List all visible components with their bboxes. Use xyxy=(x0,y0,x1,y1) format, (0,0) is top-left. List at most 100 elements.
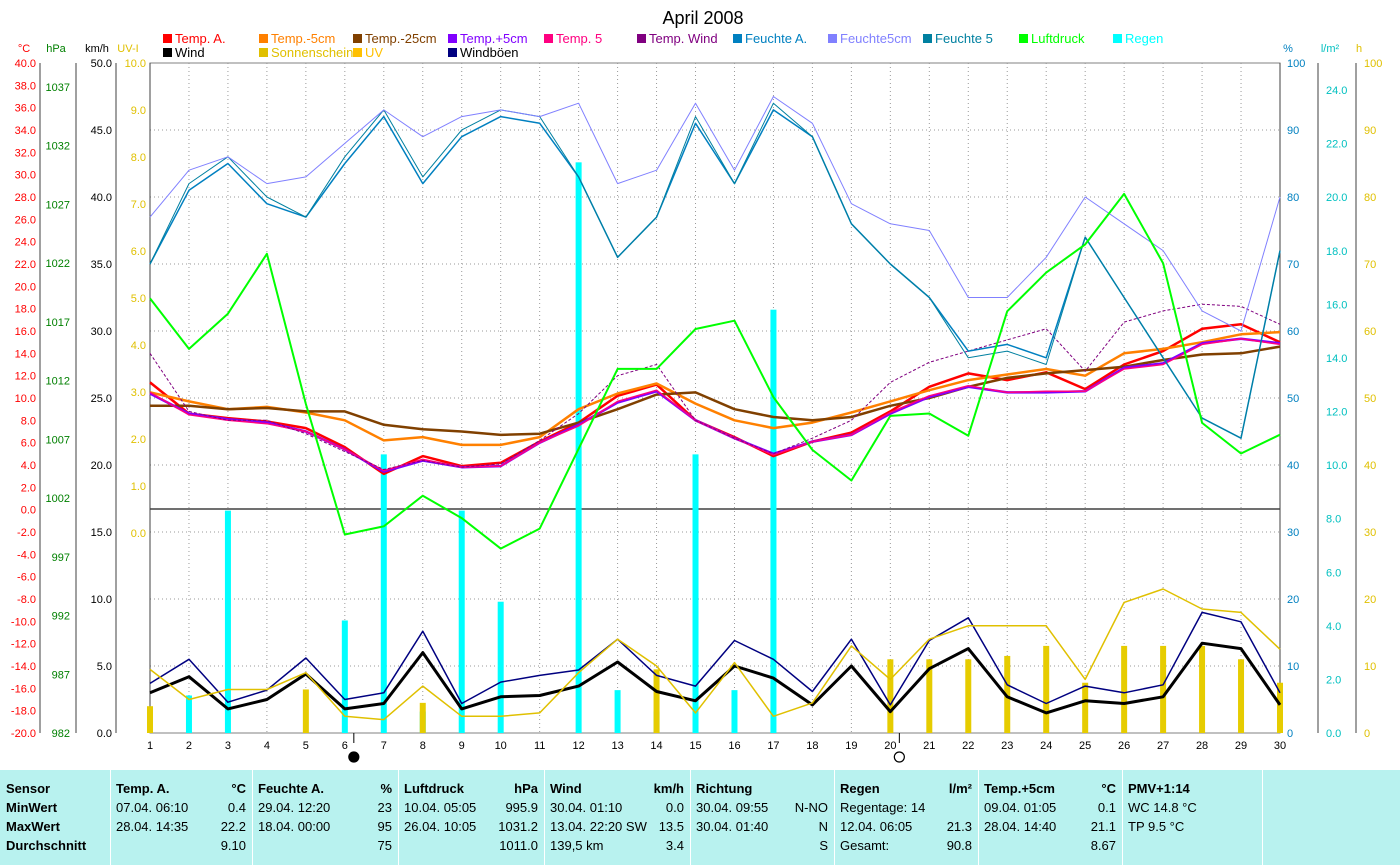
sun-axis-tick: 0 xyxy=(1364,728,1370,740)
stats-cell-value: 8.67 xyxy=(1090,838,1116,853)
chart-title: April 2008 xyxy=(662,8,743,28)
stats-cell-label: Durchschnitt xyxy=(6,838,87,853)
stats-column: PMV+1:14 WC 14.8 °C TP 9.5 °C xyxy=(1122,770,1263,865)
sun-axis-tick: 80 xyxy=(1364,192,1376,204)
stats-header: Temp.+5cm °C xyxy=(984,781,1116,799)
legend: Temp. A. Temp.-5cm Temp.-25cm Temp.+5cm Temp… xyxy=(163,31,1163,60)
wind-axis-unit: km/h xyxy=(85,43,109,55)
temp-axis-tick: -6.0 xyxy=(17,572,36,584)
sun-axis-tick: 50 xyxy=(1364,393,1376,405)
stats-row: 30.04. 01:40 N xyxy=(696,819,828,837)
temp-axis-tick: 4.0 xyxy=(21,460,36,472)
stats-cell-value: 0.0 xyxy=(665,800,684,815)
pressure-axis-tick: 992 xyxy=(52,611,70,623)
legend-swatch xyxy=(259,48,268,57)
stats-cell-label: 28.04. 14:35 xyxy=(116,819,189,834)
stats-cell-label: TP 9.5 °C xyxy=(1128,819,1185,834)
stats-header-unit: % xyxy=(380,781,392,796)
temp-axis-tick: 20.0 xyxy=(15,281,36,293)
stats-row: 30.04. 09:55 N-NO xyxy=(696,800,828,818)
x-tick-label: 28 xyxy=(1196,740,1208,752)
pressure-axis-tick: 1012 xyxy=(46,376,70,388)
legend-swatch xyxy=(1019,34,1028,43)
temp-axis-tick: -8.0 xyxy=(17,594,36,606)
humidity-axis-tick: 30 xyxy=(1287,527,1299,539)
wind-axis-tick: 35.0 xyxy=(91,259,112,271)
legend-swatch xyxy=(448,34,457,43)
legend-swatch xyxy=(733,34,742,43)
x-tick-label: 25 xyxy=(1079,740,1091,752)
sun-axis-tick: 10 xyxy=(1364,661,1376,673)
legend-label: Temp. Wind xyxy=(649,31,718,46)
temp-axis-tick: 34.0 xyxy=(15,125,36,137)
sonnenschein-bar xyxy=(419,702,426,733)
stats-cell-value: 13.5 xyxy=(658,819,684,834)
regen-bar xyxy=(458,510,465,733)
wind-axis-tick: 50.0 xyxy=(91,58,112,70)
stats-header-label: PMV+1:14 xyxy=(1128,781,1190,796)
legend-label: Temp. 5 xyxy=(556,31,602,46)
x-tick-label: 18 xyxy=(806,740,818,752)
temp-axis-tick: -10.0 xyxy=(11,616,36,628)
stats-cell-value: N xyxy=(818,819,828,834)
regen-bar xyxy=(341,620,348,733)
legend-label: Feuchte 5 xyxy=(935,31,993,46)
sonnenschein-bar xyxy=(1277,682,1283,733)
stats-cell-label: WC 14.8 °C xyxy=(1128,800,1197,815)
stats-cell-label: MaxWert xyxy=(6,819,60,834)
regen-bar xyxy=(770,309,777,733)
x-tick-label: 19 xyxy=(845,740,857,752)
pressure-axis-tick: 1002 xyxy=(46,493,70,505)
temp-axis-tick: 0.0 xyxy=(21,505,36,517)
stats-row: 26.04. 10:05 1031.2 xyxy=(404,819,538,837)
temp-wind-line xyxy=(149,303,1281,470)
wind-axis-tick: 20.0 xyxy=(91,460,112,472)
stats-row: WC 14.8 °C xyxy=(1128,800,1256,818)
temp-axis-unit: °C xyxy=(18,43,30,55)
legend-label: Feuchte A. xyxy=(745,31,807,46)
temp-5cm-line xyxy=(149,330,1281,447)
legend-label: Temp.+5cm xyxy=(460,31,528,46)
legend-swatch xyxy=(353,48,362,57)
sun-axis-tick: 60 xyxy=(1364,326,1376,338)
pressure-axis-tick: 1037 xyxy=(46,82,70,94)
stats-header: PMV+1:14 xyxy=(1128,781,1256,799)
regen-bar xyxy=(380,454,387,733)
uv-axis-tick: 10.0 xyxy=(125,58,146,70)
legend-swatch xyxy=(353,34,362,43)
stats-row: 28.04. 14:40 21.1 xyxy=(984,819,1116,837)
x-tick-label: 4 xyxy=(264,740,270,752)
feuchte-5-line xyxy=(149,102,1281,439)
legend-label: Wind xyxy=(175,45,205,60)
stats-header-unit: km/h xyxy=(653,781,684,796)
temp-axis-tick: 16.0 xyxy=(15,326,36,338)
legend-swatch xyxy=(1113,34,1122,43)
sun-axis-tick: 90 xyxy=(1364,125,1376,137)
stats-column: Temp. A. °C 07.04. 06:10 0.4 28.04. 14:35 22.… xyxy=(110,770,253,865)
humidity-axis-tick: 60 xyxy=(1287,326,1299,338)
temp-axis-tick: 22.0 xyxy=(15,259,36,271)
temp-25cm-line xyxy=(150,345,1281,437)
sonnenschein-bar xyxy=(1082,682,1089,733)
stats-cell-value: 995.9 xyxy=(505,800,538,815)
stats-cell-label: 26.04. 10:05 xyxy=(404,819,477,834)
wind-axis-tick: 30.0 xyxy=(91,326,112,338)
stats-row: Durchschnitt xyxy=(6,838,104,856)
stats-cell-label: 29.04. 12:20 xyxy=(258,800,331,815)
uv-axis-tick: 8.0 xyxy=(131,152,146,164)
wind-line xyxy=(149,641,1282,715)
x-tick-label: 2 xyxy=(186,740,192,752)
stats-row: 10.04. 05:05 995.9 xyxy=(404,800,538,818)
uv-axis-tick: 0.0 xyxy=(131,528,146,540)
stats-row: 139,5 km 3.4 xyxy=(550,838,684,856)
pressure-axis-tick: 1032 xyxy=(46,141,70,153)
stats-cell-label: 30.04. 01:10 xyxy=(550,800,623,815)
stats-cell-label: Gesamt: xyxy=(840,838,890,853)
stats-header-label: Sensor xyxy=(6,781,51,796)
wind-axis-tick: 40.0 xyxy=(91,192,112,204)
x-tick-label: 26 xyxy=(1118,740,1130,752)
temp-axis-tick: 38.0 xyxy=(15,80,36,92)
sun-axis-tick: 40 xyxy=(1364,460,1376,472)
temp-axis-tick: -12.0 xyxy=(11,639,36,651)
legend-swatch xyxy=(448,48,457,57)
